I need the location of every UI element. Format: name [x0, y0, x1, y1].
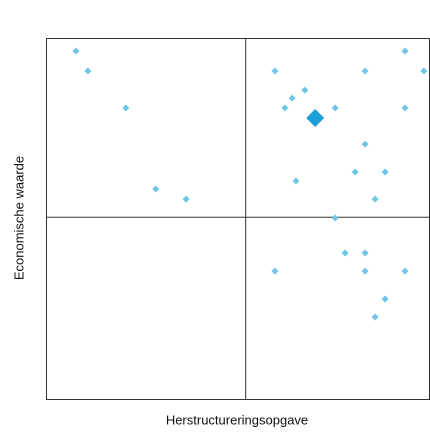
data-point	[371, 195, 379, 203]
data-point	[182, 195, 190, 203]
data-point	[301, 86, 309, 94]
data-point	[292, 177, 300, 185]
data-point	[361, 249, 369, 257]
data-point	[401, 267, 409, 275]
highlight-point	[306, 109, 325, 128]
data-point	[84, 67, 92, 75]
data-point	[371, 313, 379, 321]
data-point	[381, 168, 389, 176]
data-point	[361, 67, 369, 75]
data-point	[351, 168, 359, 176]
data-point	[381, 295, 389, 303]
data-point	[122, 104, 130, 112]
plot-frame	[46, 38, 430, 400]
data-point	[152, 185, 160, 193]
y-axis-label: Economische waarde	[11, 156, 26, 280]
data-point	[401, 47, 409, 55]
data-point	[331, 104, 339, 112]
data-point	[401, 104, 409, 112]
data-point	[271, 67, 279, 75]
x-axis-label: Herstructureringsopgave	[166, 412, 308, 427]
data-point	[281, 104, 289, 112]
data-point	[331, 214, 339, 222]
data-point	[288, 94, 296, 102]
data-point	[341, 249, 349, 257]
data-point	[361, 140, 369, 148]
data-point	[420, 67, 428, 75]
data-point	[72, 47, 80, 55]
data-point	[361, 267, 369, 275]
data-point	[271, 267, 279, 275]
